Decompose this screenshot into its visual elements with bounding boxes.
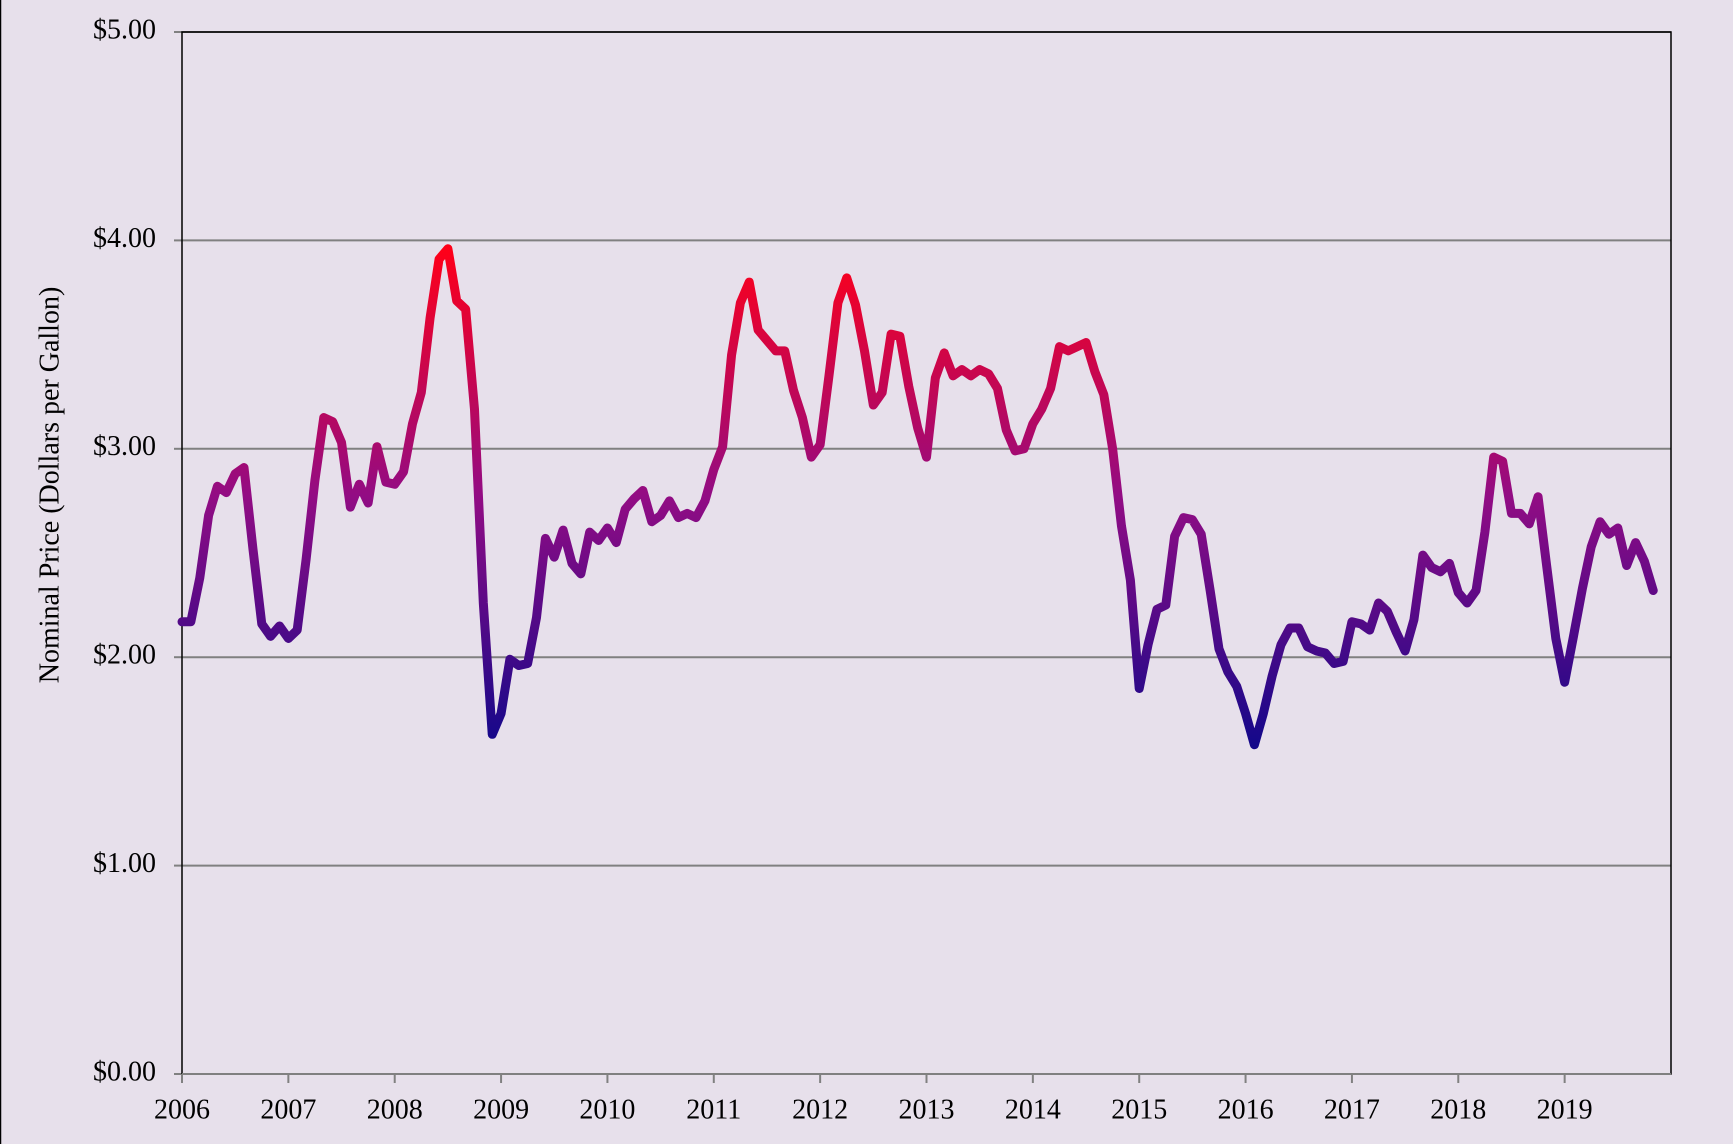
y-axis-label: Nominal Price (Dollars per Gallon) <box>34 287 65 684</box>
x-tick-label: 2013 <box>899 1094 955 1125</box>
x-tick-label: 2015 <box>1111 1094 1167 1125</box>
x-tick-label: 2007 <box>260 1094 316 1125</box>
y-tick-label: $0.00 <box>93 1056 156 1087</box>
x-tick-label: 2017 <box>1324 1094 1380 1125</box>
x-tick-label: 2011 <box>686 1094 741 1125</box>
x-tick-label: 2006 <box>154 1094 210 1125</box>
x-tick-label: 2009 <box>473 1094 529 1125</box>
y-tick-label: $2.00 <box>93 640 156 671</box>
y-tick-label: $1.00 <box>93 848 156 879</box>
y-tick-label: $4.00 <box>93 223 156 254</box>
x-tick-label: 2012 <box>792 1094 848 1125</box>
x-tick-label: 2016 <box>1218 1094 1274 1125</box>
x-tick-label: 2018 <box>1430 1094 1486 1125</box>
y-tick-label: $3.00 <box>93 431 156 462</box>
x-tick-label: 2008 <box>367 1094 423 1125</box>
x-tick-label: 2014 <box>1005 1094 1061 1125</box>
x-tick-label: 2010 <box>579 1094 635 1125</box>
y-tick-label: $5.00 <box>93 14 156 45</box>
price-line <box>177 244 1658 750</box>
x-tick-label: 2019 <box>1537 1094 1593 1125</box>
